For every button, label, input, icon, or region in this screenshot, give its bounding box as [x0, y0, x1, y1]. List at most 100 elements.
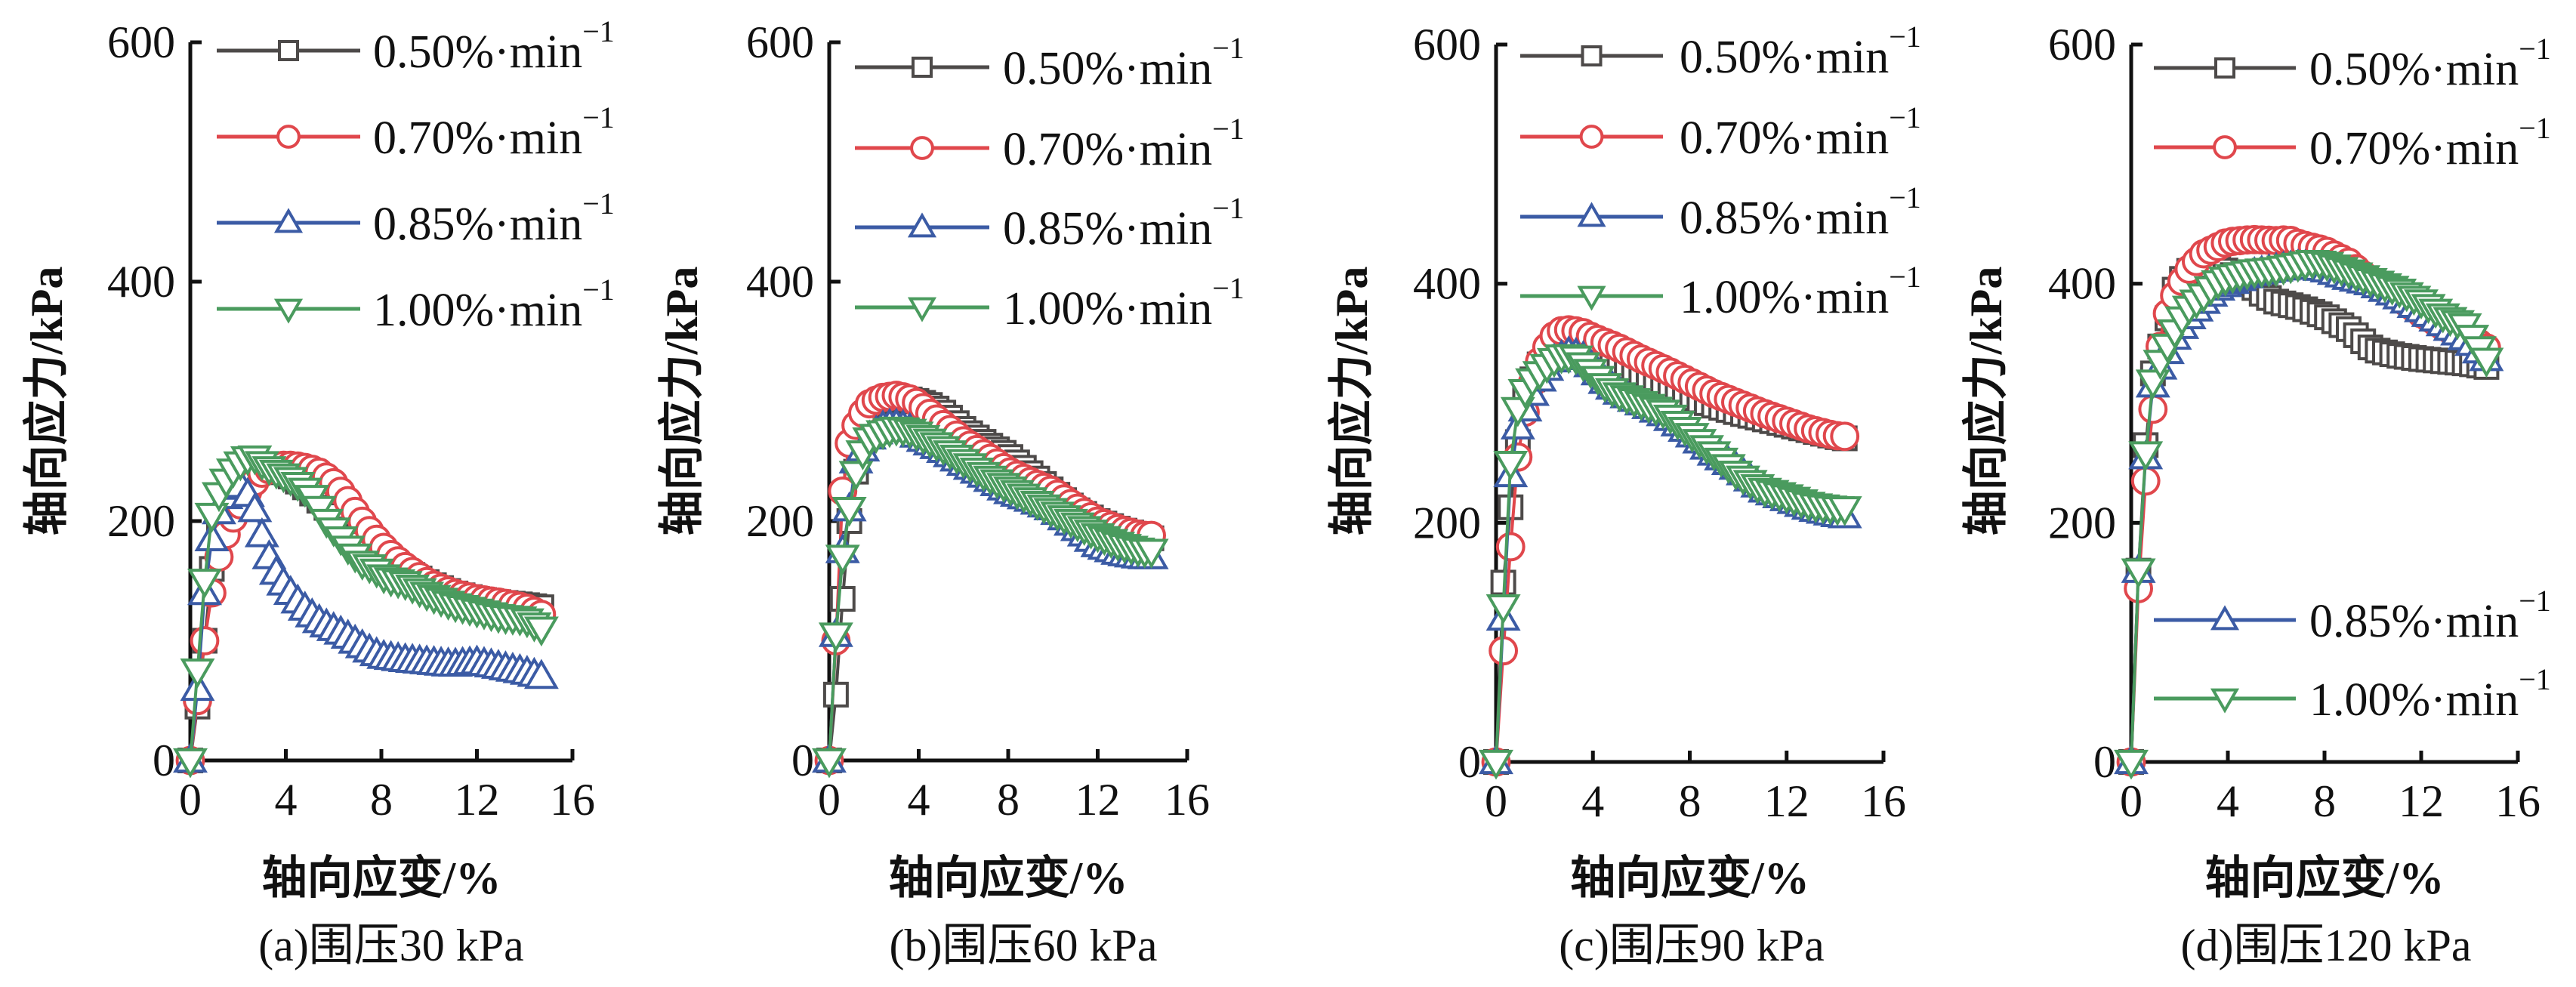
chart-panel-b: 0 200 400 600 0 4 8 12 16 轴向应变/% 轴向应力/kPa (b)围压60 k…	[657, 17, 1245, 970]
data-point-marker	[523, 659, 559, 689]
legend-marker-circle-icon	[1579, 125, 1604, 149]
legend-marker-triangle-up-icon	[907, 212, 937, 238]
y-axis-title: 轴向应力/kPa	[657, 267, 707, 536]
legend-marker-square-icon	[912, 57, 933, 78]
y-tick-label: 600	[2048, 20, 2116, 69]
data-point-marker	[812, 748, 847, 779]
y-tick-label: 0	[791, 736, 814, 785]
legend-label: 0.50%·min−1	[373, 14, 615, 78]
legend-marker-circle-icon	[276, 125, 301, 149]
legend-item: 0.85%·min−1	[217, 187, 615, 250]
panel-caption: (c)围压90 kPa	[1559, 921, 1825, 970]
y-tick-label: 200	[107, 496, 175, 546]
legend-marker-triangle-down-icon	[2210, 688, 2240, 714]
legend-item: 1.00%·min−1	[217, 273, 615, 336]
legend-item: 1.00%·min−1	[855, 271, 1245, 335]
data-point-marker	[1493, 450, 1529, 481]
legend-superscript: −1	[1212, 112, 1245, 146]
data-point-marker	[2114, 749, 2149, 780]
data-point-marker	[818, 622, 853, 653]
legend-label: 1.00%·min−1	[1003, 271, 1245, 335]
series-triangle-down	[173, 445, 559, 779]
x-tick-label: 0	[1485, 776, 1507, 826]
panel-caption: (d)围压120 kPa	[2181, 921, 2472, 970]
legend-label: 0.70%·min−1	[1680, 100, 1921, 164]
legend-item: 0.70%·min−1	[217, 100, 615, 164]
y-tick-label: 0	[2093, 737, 2116, 787]
y-tick-label: 400	[2048, 259, 2116, 309]
legend-superscript: −1	[582, 14, 615, 48]
legend-superscript: −1	[1212, 271, 1245, 305]
x-tick-label: 12	[455, 775, 500, 825]
x-tick-label: 4	[1581, 776, 1604, 826]
y-tick-label: 400	[1413, 259, 1481, 309]
data-point-marker	[180, 658, 215, 689]
y-tick-label: 600	[1413, 20, 1481, 69]
x-tick-label: 8	[1679, 776, 1701, 826]
legend-marker-circle-icon	[2213, 135, 2237, 159]
legend-item: 0.70%·min−1	[855, 112, 1245, 175]
data-point-marker	[1830, 421, 1860, 452]
legend-marker-square-icon	[2214, 57, 2235, 79]
data-point-marker	[1134, 538, 1169, 569]
data-point-marker	[237, 492, 273, 523]
y-tick-label: 200	[2048, 498, 2116, 547]
data-point-marker	[2121, 558, 2156, 589]
data-point-marker	[190, 626, 220, 655]
y-axis-title: 轴向应力/kPa	[1327, 267, 1377, 536]
legend-item: 0.85%·min−1	[1520, 180, 1921, 244]
data-point-marker	[1827, 496, 1862, 526]
legend-label: 0.50%·min−1	[1003, 31, 1245, 94]
legend-item: 0.50%·min−1	[2154, 32, 2551, 95]
legend-marker-triangle-up-icon	[1577, 202, 1606, 227]
legend-superscript: −1	[2519, 584, 2551, 618]
legend-marker-triangle-down-icon	[273, 298, 304, 324]
legend-superscript: −1	[582, 273, 615, 307]
legend-label: 0.85%·min−1	[1680, 180, 1921, 244]
data-point-marker	[173, 748, 208, 779]
legend-marker-triangle-down-icon	[1577, 285, 1606, 311]
legend-superscript: −1	[1889, 260, 1921, 294]
legend-label: 0.70%·min−1	[2309, 111, 2551, 174]
legend-superscript: −1	[1212, 191, 1245, 225]
x-tick-label: 16	[1861, 776, 1906, 826]
legend-item: 1.00%·min−1	[2154, 662, 2551, 726]
x-tick-label: 16	[550, 775, 595, 825]
x-tick-label: 12	[2399, 776, 2444, 826]
y-tick-label: 400	[107, 257, 175, 307]
series-triangle-down	[812, 416, 1169, 779]
y-tick-label: 600	[746, 17, 814, 67]
legend-superscript: −1	[582, 100, 615, 134]
legend-superscript: −1	[2519, 32, 2551, 66]
x-tick-label: 8	[370, 775, 393, 825]
chart-panel-c: 0 200 400 600 0 4 8 12 16 轴向应变/% 轴向应力/kPa (c)围压90 k…	[1327, 20, 1921, 970]
legend-item: 0.50%·min−1	[1520, 20, 1921, 83]
legend-superscript: −1	[1889, 20, 1921, 54]
data-point-marker	[2128, 441, 2164, 472]
data-point-marker	[822, 681, 849, 708]
legend-label: 1.00%·min−1	[1680, 260, 1921, 323]
x-tick-label: 16	[1165, 775, 1210, 825]
legend-superscript: −1	[1889, 180, 1921, 214]
y-tick-label: 200	[746, 496, 814, 546]
legend-item: 0.85%·min−1	[855, 191, 1245, 254]
legend-superscript: −1	[2519, 662, 2551, 696]
legend-marker-triangle-up-icon	[273, 208, 304, 233]
legend-label: 0.70%·min−1	[1003, 112, 1245, 175]
legend-item: 0.85%·min−1	[2154, 584, 2551, 647]
x-tick-label: 4	[2217, 776, 2239, 826]
legend-label: 1.00%·min−1	[2309, 662, 2551, 726]
data-point-marker	[825, 544, 860, 575]
data-point-marker	[523, 616, 559, 647]
legend-label: 0.50%·min−1	[1680, 20, 1921, 83]
legend-marker-triangle-up-icon	[2210, 605, 2240, 631]
x-tick-label: 8	[997, 775, 1020, 825]
legend-label: 1.00%·min−1	[373, 273, 615, 336]
legend-item: 0.70%·min−1	[2154, 111, 2551, 174]
chart-panel-a: 0 200 400 600 0 4 8 12 16 轴向应变/% 轴向应力/kPa (a)围压30 k…	[22, 14, 615, 970]
data-point-marker	[1495, 532, 1526, 562]
legend-item: 0.70%·min−1	[1520, 100, 1921, 164]
panel-caption: (b)围压60 kPa	[890, 921, 1158, 970]
legend-superscript: −1	[582, 187, 615, 221]
